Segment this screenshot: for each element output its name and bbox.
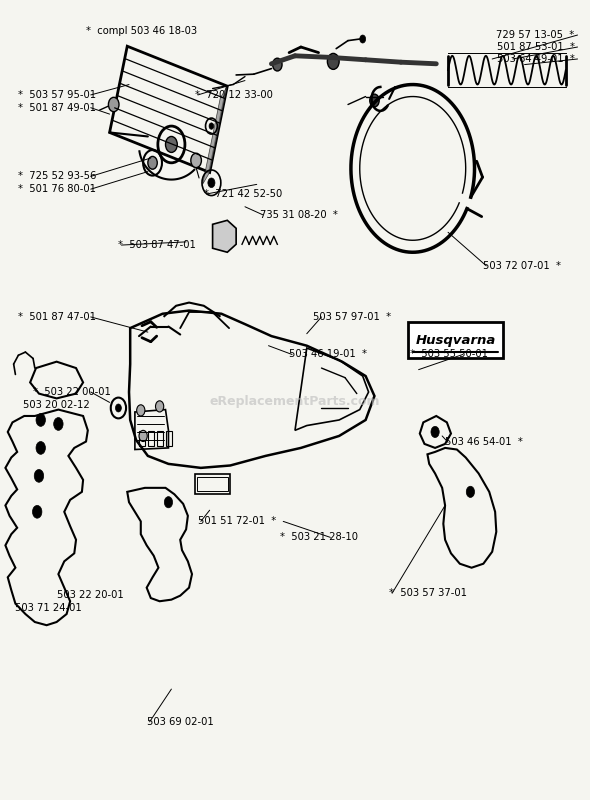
Text: *  503 57 37-01: * 503 57 37-01 [389,588,467,598]
Circle shape [370,94,379,107]
Text: *  503 57 95-01: * 503 57 95-01 [18,90,97,100]
Text: 503 20 02-12: 503 20 02-12 [23,400,90,410]
Text: *  503 22 00-01: * 503 22 00-01 [33,387,111,397]
Circle shape [209,123,214,130]
Circle shape [191,154,201,168]
Circle shape [139,430,148,442]
Bar [148,431,155,446]
Bar [139,431,146,446]
Circle shape [466,486,474,498]
Text: 503 46 54-01  *: 503 46 54-01 * [445,438,523,447]
Text: 503 69 02-01: 503 69 02-01 [147,717,214,727]
Circle shape [431,426,439,438]
Text: *  721 42 52-50: * 721 42 52-50 [204,189,282,199]
Bar [197,478,228,491]
Circle shape [165,497,172,508]
Bar [166,431,172,446]
Circle shape [109,98,119,112]
Text: eReplacementParts.com: eReplacementParts.com [210,395,380,408]
Polygon shape [202,86,227,184]
Circle shape [137,405,145,416]
Text: *  720 12 33-00: * 720 12 33-00 [195,90,273,100]
Circle shape [156,401,164,412]
Polygon shape [212,220,236,252]
Text: Husqvarna: Husqvarna [415,334,496,346]
Text: *  503 55 50-01: * 503 55 50-01 [410,350,488,359]
FancyBboxPatch shape [408,322,503,358]
Text: *  501 87 49-01: * 501 87 49-01 [18,102,96,113]
Bar [195,474,230,494]
Circle shape [273,58,282,71]
Bar [157,431,163,446]
Circle shape [32,506,42,518]
Text: 735 31 08-20  *: 735 31 08-20 * [260,210,337,220]
Circle shape [34,470,44,482]
Circle shape [36,414,45,426]
Text: 503 46 19-01  *: 503 46 19-01 * [289,350,367,359]
Circle shape [327,54,339,70]
Text: *  503 87 47-01: * 503 87 47-01 [119,240,196,250]
Circle shape [208,178,215,187]
Text: *  503 21 28-10: * 503 21 28-10 [280,532,358,542]
Circle shape [54,418,63,430]
Text: *  501 76 80-01: * 501 76 80-01 [18,184,96,194]
Text: 503 22 20-01: 503 22 20-01 [57,590,123,600]
Text: 501 87 53-01  *: 501 87 53-01 * [497,42,575,52]
Text: 503 57 97-01  *: 503 57 97-01 * [313,312,391,322]
Circle shape [148,157,158,170]
Circle shape [360,35,366,43]
Text: *  501 87 47-01: * 501 87 47-01 [18,312,96,322]
Text: 501 51 72-01  *: 501 51 72-01 * [198,516,276,526]
Text: 503 72 07-01  *: 503 72 07-01 * [483,261,561,271]
Text: 503 64 49-01  *: 503 64 49-01 * [497,54,575,64]
Text: *  compl 503 46 18-03: * compl 503 46 18-03 [86,26,197,36]
Circle shape [166,137,177,153]
Circle shape [116,404,122,412]
Text: *  725 52 93-56: * 725 52 93-56 [18,171,97,182]
Text: 503 71 24-01: 503 71 24-01 [15,602,82,613]
Circle shape [36,442,45,454]
Text: 729 57 13-05  *: 729 57 13-05 * [496,30,575,40]
